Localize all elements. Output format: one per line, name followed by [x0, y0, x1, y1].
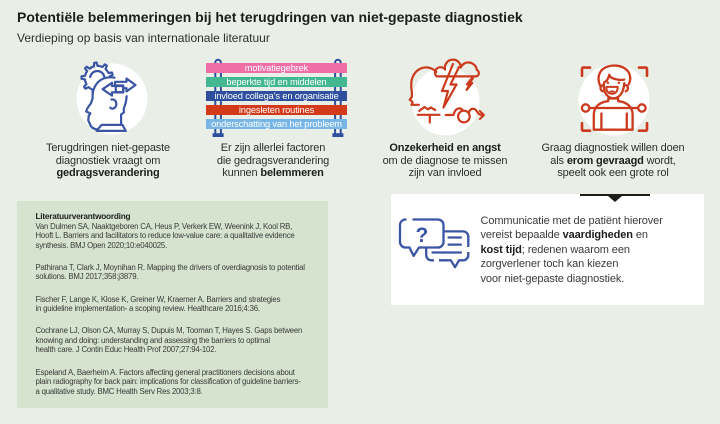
- svg-text:?: ?: [415, 224, 428, 247]
